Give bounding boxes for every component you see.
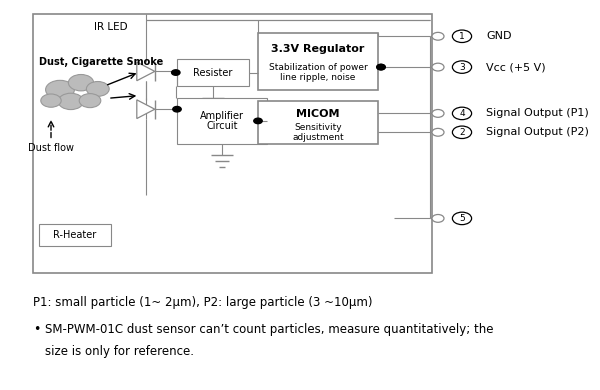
Text: Dust flow: Dust flow [28,143,74,153]
Circle shape [46,80,74,99]
Text: IR LED: IR LED [94,22,128,32]
Circle shape [41,94,61,107]
Circle shape [172,70,180,75]
Text: 5: 5 [459,214,465,223]
Text: Circuit: Circuit [206,121,238,131]
Circle shape [432,215,444,222]
Text: Stabilization of power
line ripple, noise: Stabilization of power line ripple, nois… [269,63,367,82]
Bar [258,33,378,90]
Circle shape [452,61,472,73]
Polygon shape [137,100,155,119]
Circle shape [68,74,94,91]
Polygon shape [137,62,155,81]
Text: Dust, Cigarette Smoke: Dust, Cigarette Smoke [39,57,163,67]
Text: 1: 1 [459,32,465,41]
Circle shape [432,63,444,71]
Bar [177,98,267,144]
Circle shape [173,106,181,112]
Text: Sensitivity
adjustment: Sensitivity adjustment [292,122,344,142]
Text: 3: 3 [459,62,465,72]
Circle shape [254,118,262,124]
Circle shape [452,30,472,43]
Circle shape [452,107,472,120]
Circle shape [432,128,444,136]
Circle shape [452,212,472,225]
Text: Resister: Resister [193,67,233,78]
Text: Signal Output (P2): Signal Output (P2) [486,127,589,137]
Text: 4: 4 [459,109,465,118]
Text: size is only for reference.: size is only for reference. [45,344,194,358]
Bar [39,224,111,246]
Circle shape [377,64,385,70]
Text: Amplifier: Amplifier [200,111,244,121]
Text: •: • [33,323,40,336]
Text: Signal Output (P1): Signal Output (P1) [486,108,589,119]
Text: P1: small particle (1~ 2μm), P2: large particle (3 ~10μm): P1: small particle (1~ 2μm), P2: large p… [33,296,373,309]
Circle shape [79,94,101,108]
Bar [33,14,432,273]
Circle shape [58,93,83,110]
Circle shape [432,110,444,117]
Text: 3.3V Regulator: 3.3V Regulator [271,44,365,54]
Circle shape [452,126,472,138]
Text: 2: 2 [459,128,465,137]
Text: Vcc (+5 V): Vcc (+5 V) [486,62,545,72]
Bar [177,59,249,86]
Text: MICOM: MICOM [296,109,340,119]
Text: R-Heater: R-Heater [53,230,97,240]
Circle shape [377,64,385,70]
Bar [258,101,378,144]
Circle shape [432,32,444,40]
Text: GND: GND [486,31,511,41]
Circle shape [86,82,109,96]
Text: SM-PWM-01C dust sensor can’t count particles, measure quantitatively; the: SM-PWM-01C dust sensor can’t count parti… [45,323,493,336]
